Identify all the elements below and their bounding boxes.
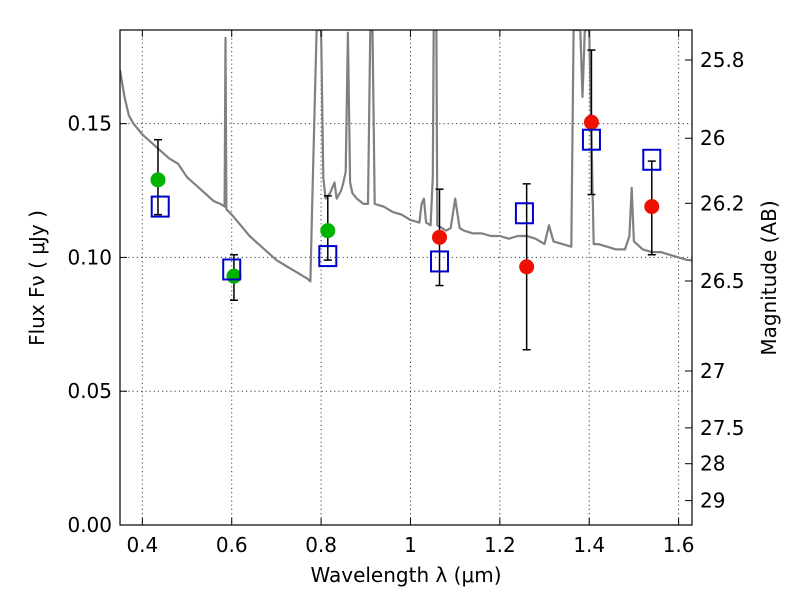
- model-flux-square: [222, 258, 242, 281]
- y2-tick-label: 26: [700, 126, 725, 150]
- x-tick-label: 1.6: [663, 533, 695, 557]
- y2-tick-label: 27: [700, 359, 725, 383]
- x-tick-label: 0.4: [126, 533, 158, 557]
- x-axis-title: Wavelength λ (μm): [310, 563, 501, 587]
- model-flux-square: [318, 245, 338, 268]
- x-tick-label: 0.6: [216, 533, 248, 557]
- model-flux-square: [514, 202, 534, 225]
- marker-layer: [150, 114, 662, 284]
- x-tick-label: 1.2: [484, 533, 516, 557]
- red-data-point: [432, 229, 448, 245]
- y2-tick-label: 27.5: [700, 416, 745, 440]
- green-data-point: [150, 172, 166, 188]
- green-data-point: [226, 268, 242, 284]
- y2-axis-title: Magnitude (AB): [757, 200, 781, 355]
- y2-tick-label: 25.8: [700, 48, 745, 72]
- red-data-point: [644, 199, 660, 215]
- y-tick-label: 0.10: [67, 245, 112, 269]
- x-tick-label: 1: [404, 533, 417, 557]
- y-tick-label: 0.05: [67, 379, 112, 403]
- green-data-point: [320, 223, 336, 239]
- model-spectrum-line: [120, 30, 692, 283]
- grid-lines: [120, 30, 692, 525]
- x-tick-label: 0.8: [305, 533, 337, 557]
- y2-axis-ticks: 25.8 26 26.2 26.5 27 27.5 28 29: [685, 48, 745, 513]
- y-axis-ticks: 0.00 0.05 0.10 0.15: [67, 112, 127, 537]
- model-flux-square: [581, 128, 601, 151]
- y2-tick-label: 29: [700, 489, 725, 513]
- y2-tick-label: 28: [700, 452, 725, 476]
- x-tick-label: 1.4: [573, 533, 605, 557]
- errorbar-layer: [153, 49, 656, 351]
- y-tick-label: 0.00: [67, 513, 112, 537]
- model-flux-square: [150, 195, 170, 218]
- plot-frame: [119, 29, 693, 526]
- y2-tick-label: 26.2: [700, 191, 745, 215]
- model-flux-square: [430, 250, 450, 273]
- y2-tick-label: 26.5: [700, 269, 745, 293]
- y-axis-title: Flux Fν ( μJy ): [25, 210, 49, 346]
- red-data-point: [519, 259, 535, 275]
- model-spectrum-layer: [120, 30, 692, 283]
- plot-area: [120, 30, 692, 351]
- x-axis-ticks: 0.4 0.6 0.8 1 1.2 1.4 1.6: [126, 30, 695, 557]
- red-data-point: [583, 114, 599, 130]
- model-flux-square: [642, 148, 662, 171]
- y-tick-label: 0.15: [67, 112, 112, 136]
